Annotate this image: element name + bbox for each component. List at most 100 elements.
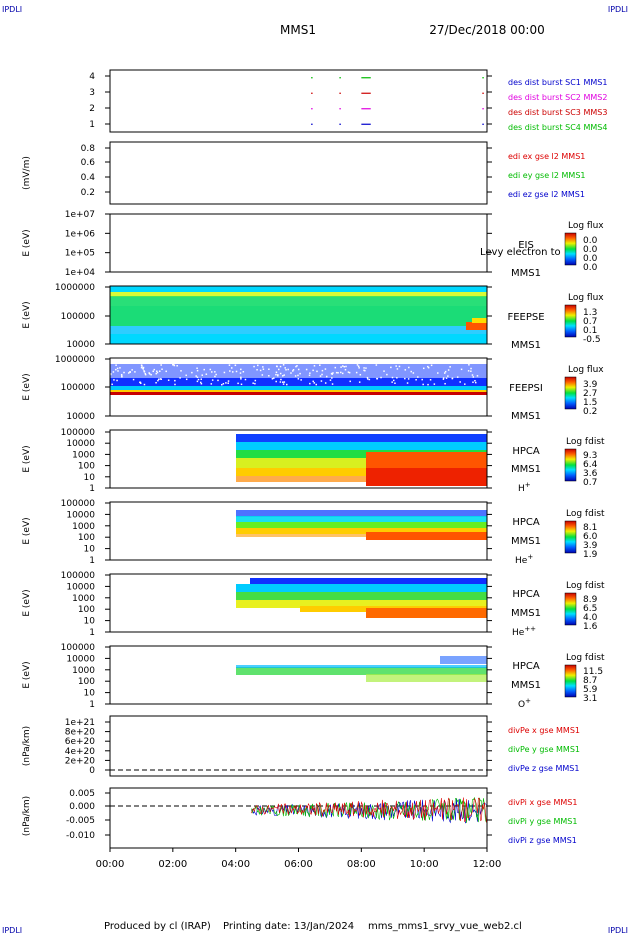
y-axis-label: (nPa/km): [22, 726, 32, 766]
y-tick-label: 0.4: [81, 173, 96, 183]
y-tick-label: 1: [89, 120, 95, 130]
edi-y-ticks: 0.8 0.6 0.4 0.2: [81, 144, 492, 198]
colorbar-tick: 11.5: [583, 667, 603, 677]
divpi-traces: [251, 796, 487, 824]
colorbar-tick: 8.7: [583, 676, 597, 686]
panel-frame: [109, 787, 488, 849]
y-tick-label: 100000: [61, 428, 96, 438]
colorbar-tick: 9.3: [583, 451, 597, 461]
divpi-y-ticks: 0.005 0.000 -0.005 -0.010: [66, 789, 492, 841]
colorbar-tick: 2.7: [583, 389, 597, 399]
instrument-label: HPCA: [512, 661, 540, 672]
panel-feepsi: 1000000 100000 10000 E (eV) FEEPSI MMS1 Lo…: [22, 355, 604, 422]
overlay-text: Levy electron to: [480, 247, 561, 258]
footer-printing-date: Printing date: 13/Jan/2024: [223, 921, 354, 932]
y-tick-label: 100000: [61, 312, 96, 322]
y-tick-label: 100: [78, 677, 95, 687]
y-tick-label: 1000: [72, 666, 95, 676]
legend-entry: divPi y gse MMS1: [508, 817, 577, 826]
spectrogram-feepsi: [110, 364, 487, 395]
y-tick-label: 1e+04: [65, 268, 96, 278]
spectrogram-feepse: [110, 286, 487, 344]
y-tick-label: 1e+05: [65, 249, 95, 259]
y-tick-label: 10: [84, 617, 96, 627]
colorbar: [564, 448, 577, 482]
spacecraft-label: MMS1: [511, 680, 541, 691]
date-title: 27/Dec/2018 00:00: [429, 23, 545, 37]
colorbar-title: Log flux: [568, 365, 604, 375]
y-tick-label: 10000: [66, 654, 95, 664]
y-tick-label: 100000: [61, 643, 96, 653]
legend-entry: des dist burst SC1 MMS1: [508, 78, 607, 87]
eis-y-ticks: 1e+07 1e+06 1e+05 1e+04: [65, 210, 492, 278]
spacecraft-label: MMS1: [511, 608, 541, 619]
colorbar-tick: 0.0: [583, 254, 598, 264]
instrument-label: HPCA: [512, 517, 540, 528]
colorbar: [564, 232, 577, 266]
y-axis-label: (nPa/km): [22, 796, 32, 836]
colorbar-tick: 8.9: [583, 595, 598, 605]
corner-label-top-left: IPDLI: [2, 5, 22, 14]
y-tick-label: 10000: [66, 340, 95, 350]
panel-feepse: 1000000 100000 10000 E (eV) FEEPSE MMS1 Lo…: [22, 283, 604, 351]
species-label: O+: [518, 697, 531, 710]
colorbar-tick: 3.9: [583, 541, 598, 551]
burst-y-ticks: 4 3 2 1: [89, 72, 492, 130]
y-axis-label: E (eV): [22, 517, 32, 544]
y-tick-label: 1000: [72, 594, 95, 604]
colorbar: [564, 304, 577, 338]
colorbar-tick: 1.6: [583, 622, 598, 632]
colorbar-tick: 6.4: [583, 460, 598, 470]
y-tick-label: 100: [78, 605, 95, 615]
x-tick-label: 12:00: [473, 859, 502, 870]
colorbar-title: Log fdist: [566, 509, 605, 519]
y-axis-label: E (eV): [22, 589, 32, 616]
y-tick-label: 1e+21: [65, 718, 95, 728]
legend-entry: edi ey gse l2 MMS1: [508, 171, 586, 180]
y-tick-label: 0: [89, 766, 95, 776]
panel-frame: [109, 285, 488, 345]
y-tick-label: -0.010: [66, 831, 95, 841]
colorbar-tick: 6.5: [583, 604, 597, 614]
panel-frame: [109, 69, 488, 133]
x-tick-label: 02:00: [158, 859, 187, 870]
spacecraft-label: MMS1: [511, 340, 541, 351]
y-axis-label: E (eV): [22, 445, 32, 472]
panel-burst: 4 3 2 1 des dist burst SC1 MMS1 des dist bu…: [89, 69, 607, 133]
divpi-trace: [251, 797, 487, 823]
y-tick-label: 10: [84, 545, 96, 555]
y-tick-label: 2: [89, 104, 95, 114]
y-tick-label: 10000: [66, 412, 95, 422]
colorbar-tick: 0.2: [583, 407, 597, 417]
x-tick-label: 06:00: [284, 859, 313, 870]
y-tick-label: 6e+20: [65, 737, 96, 747]
y-axis-label: E (eV): [22, 373, 32, 400]
x-tick-label: 10:00: [410, 859, 439, 870]
legend-entry: edi ez gse l2 MMS1: [508, 190, 585, 199]
y-tick-label: 1000000: [55, 283, 95, 293]
legend-entry: edi ex gse l2 MMS1: [508, 152, 585, 161]
panel-frame: [109, 213, 488, 273]
y-axis-label: (mV/m): [22, 156, 32, 190]
instrument-label: FEEPSI: [509, 383, 543, 394]
instrument-label: HPCA: [512, 589, 540, 600]
corner-label-bottom-left: IPDLI: [2, 926, 22, 934]
feepse-y-ticks: 1000000 100000 10000: [55, 283, 492, 350]
colorbar-tick: 1.5: [583, 398, 597, 408]
y-tick-label: 4: [89, 72, 95, 82]
colorbar: [564, 520, 577, 554]
instrument-label: HPCA: [512, 446, 540, 457]
corner-label-top-right: IPDLI: [608, 5, 628, 14]
panel-frame: [109, 645, 488, 705]
y-tick-label: 2e+20: [65, 756, 96, 766]
colorbar-tick: 0.7: [583, 317, 597, 327]
colorbar-title: Log fdist: [566, 653, 605, 663]
colorbar-tick: 1.9: [583, 550, 598, 560]
y-tick-label: 1000: [72, 450, 95, 460]
y-axis-label: E (eV): [22, 301, 32, 328]
